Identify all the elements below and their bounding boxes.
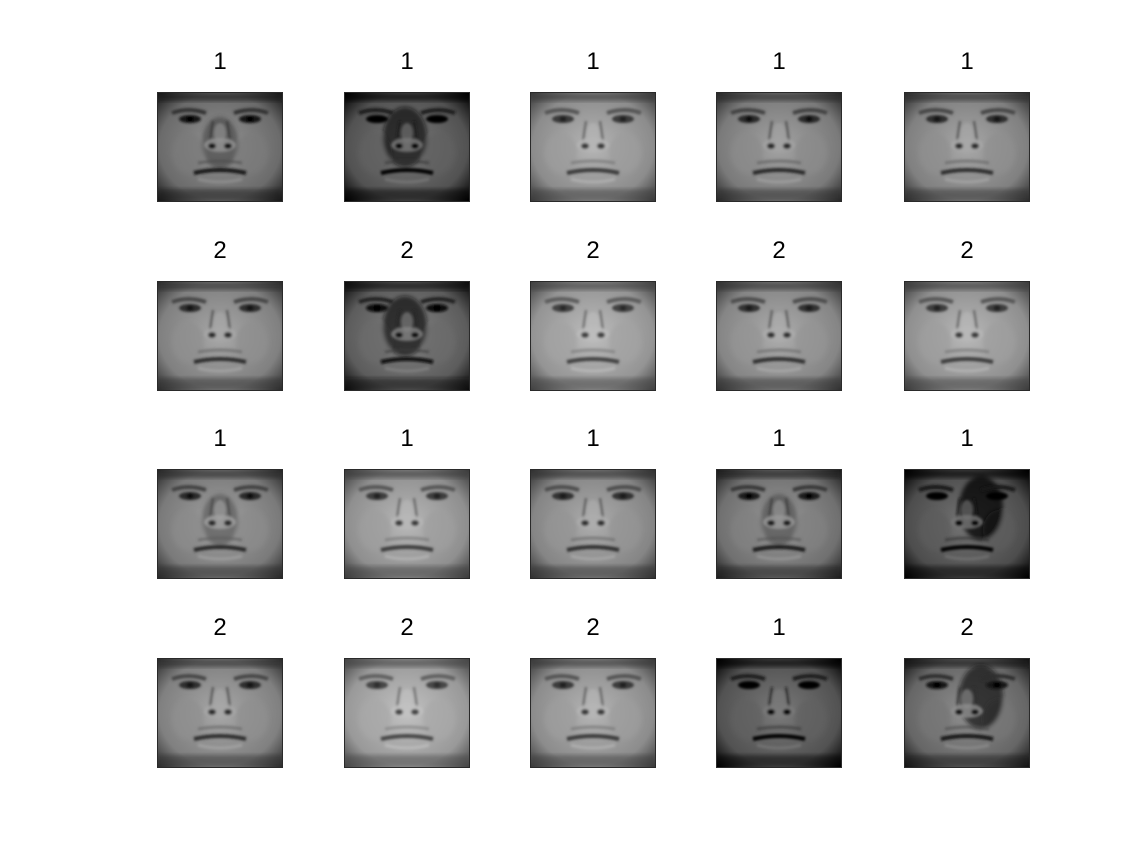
face-cell: 2 — [157, 610, 283, 774]
face-class-label: 1 — [400, 48, 414, 75]
face-cell: 1 — [716, 610, 842, 774]
face-image — [904, 281, 1030, 391]
face-class-label: 1 — [400, 425, 414, 452]
face-image — [157, 281, 283, 391]
face-cell: 1 — [344, 421, 470, 585]
face-image — [530, 281, 656, 391]
face-class-label: 2 — [213, 237, 227, 264]
face-cell: 1 — [530, 44, 656, 208]
face-cell: 1 — [157, 44, 283, 208]
face-image — [716, 281, 842, 391]
face-class-label: 1 — [586, 48, 600, 75]
face-image — [344, 92, 470, 202]
face-cell: 1 — [904, 44, 1030, 208]
face-cell: 1 — [716, 44, 842, 208]
face-cell: 2 — [904, 233, 1030, 397]
face-image — [904, 658, 1030, 768]
face-cell: 1 — [157, 421, 283, 585]
face-class-label: 2 — [586, 237, 600, 264]
face-class-label: 2 — [772, 237, 786, 264]
face-image — [344, 281, 470, 391]
face-cell: 1 — [716, 421, 842, 585]
face-cell: 2 — [530, 233, 656, 397]
face-class-label: 1 — [772, 425, 786, 452]
face-class-label: 1 — [213, 48, 227, 75]
face-cell: 2 — [716, 233, 842, 397]
face-image — [530, 658, 656, 768]
face-class-label: 1 — [772, 614, 786, 641]
face-cell: 2 — [344, 233, 470, 397]
face-class-label: 2 — [213, 614, 227, 641]
face-image — [716, 658, 842, 768]
face-class-label: 2 — [586, 614, 600, 641]
face-cell: 1 — [904, 421, 1030, 585]
face-image — [157, 92, 283, 202]
face-image — [530, 469, 656, 579]
face-class-label: 1 — [772, 48, 786, 75]
face-cell: 2 — [530, 610, 656, 774]
face-class-label: 2 — [400, 237, 414, 264]
face-class-label: 1 — [960, 425, 974, 452]
face-class-label: 2 — [400, 614, 414, 641]
face-image — [344, 469, 470, 579]
face-image — [157, 469, 283, 579]
face-cell: 1 — [344, 44, 470, 208]
face-class-label: 1 — [213, 425, 227, 452]
face-cell: 2 — [344, 610, 470, 774]
face-image — [716, 92, 842, 202]
face-class-label: 1 — [586, 425, 600, 452]
face-class-label: 1 — [960, 48, 974, 75]
face-image — [157, 658, 283, 768]
face-image — [344, 658, 470, 768]
face-image — [904, 469, 1030, 579]
face-image — [904, 92, 1030, 202]
face-cell: 1 — [530, 421, 656, 585]
face-cell: 2 — [157, 233, 283, 397]
face-class-label: 2 — [960, 237, 974, 264]
face-image — [530, 92, 656, 202]
face-class-label: 2 — [960, 614, 974, 641]
face-cell: 2 — [904, 610, 1030, 774]
face-image — [716, 469, 842, 579]
